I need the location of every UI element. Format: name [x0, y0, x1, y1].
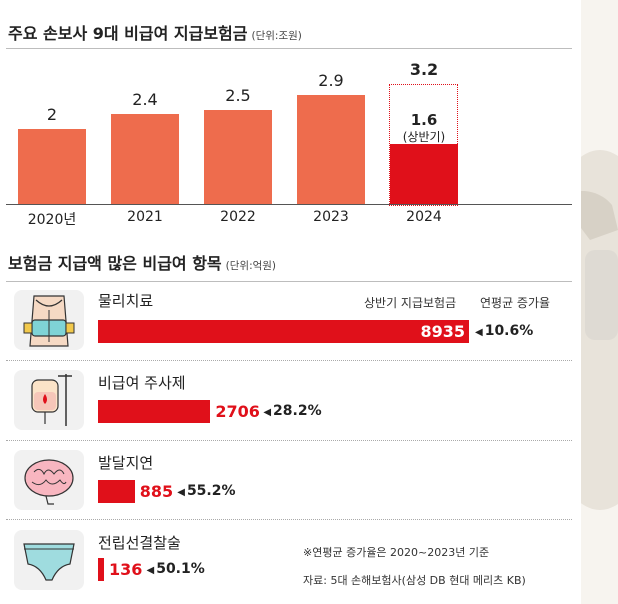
2024-partial-label: 1.6	[410, 111, 438, 129]
item-name: 비급여 주사제	[98, 374, 186, 392]
item-name: 전립선결찰술	[98, 534, 181, 552]
item-growth: ◀ 10.6%	[475, 320, 533, 344]
triangle-left-icon: ◀	[146, 565, 155, 576]
brain-icon	[14, 450, 84, 510]
chart2-title: 보험금 지급액 많은 비급여 항목 (단위:억원)	[8, 254, 277, 273]
item-growth: ◀ 50.1%	[147, 558, 205, 582]
row-divider	[6, 519, 572, 520]
bar-value-label: 2.5	[225, 86, 251, 106]
chart2-unit: (단위:억원)	[225, 260, 277, 272]
column-header-growth: 연평균 증가율	[480, 296, 551, 310]
triangle-left-icon: ◀	[475, 327, 483, 338]
iv-drip-icon	[14, 370, 84, 430]
item-growth: ◀ 55.2%	[177, 480, 235, 504]
bar-value-label: 2	[46, 105, 58, 124]
x-tick-label: 2024	[406, 209, 442, 225]
item-value-label: 2706	[215, 402, 260, 421]
row-divider	[6, 360, 572, 361]
item-growth: ◀ 28.2%	[263, 400, 321, 424]
item-bar	[98, 400, 211, 423]
item-value-label: 885	[139, 482, 174, 501]
item-name: 물리치료	[98, 292, 154, 310]
2024-total-label: 3.2	[409, 60, 439, 79]
item-value-label: 8935	[420, 322, 465, 341]
underwear-icon	[14, 530, 84, 590]
bar-2021	[111, 114, 179, 204]
x-tick-label: 2020년	[27, 212, 77, 228]
source-note: 자료: 5대 손해보험사(삼성 DB 현대 메리츠 KB)	[303, 574, 526, 587]
back-brace-icon	[14, 290, 84, 350]
infographic-panel: 주요 손보사 9대 비급여 지급보험금 (단위:조원) 2020년 2 2021 2.4…	[0, 0, 581, 604]
bar-2020	[18, 129, 86, 204]
item-bar	[98, 480, 135, 503]
item-bar	[98, 558, 104, 581]
2024-partial-note: (상반기)	[402, 130, 446, 144]
row-divider	[6, 440, 572, 441]
chart1-title-divider	[6, 48, 572, 49]
triangle-left-icon: ◀	[177, 487, 185, 498]
bar-2022	[204, 110, 272, 204]
growth-basis-note: ※연평균 증가율은 2020~2023년 기준	[303, 546, 490, 559]
item-value-label: 136	[109, 560, 143, 579]
column-header-amount: 상반기 지급보험금	[364, 296, 457, 310]
item-growth-value: 55.2%	[186, 483, 236, 499]
item-growth-value: 28.2%	[273, 403, 322, 419]
x-tick-label: 2021	[127, 209, 163, 225]
bar-2024	[390, 144, 458, 204]
bar-value-label: 2.9	[318, 71, 344, 91]
chart1-unit: (단위:조원)	[251, 30, 302, 42]
bar-value-label: 2.4	[132, 90, 158, 109]
item-growth-value: 50.1%	[156, 561, 205, 577]
chart2-title-divider	[6, 281, 572, 282]
chart1-baseline	[6, 204, 572, 205]
x-tick-label: 2022	[220, 209, 256, 225]
bar-2023	[297, 95, 365, 204]
item-name: 발달지연	[98, 454, 154, 472]
chart1-title: 주요 손보사 9대 비급여 지급보험금 (단위:조원)	[8, 24, 302, 43]
triangle-left-icon: ◀	[263, 407, 272, 418]
item-bar	[98, 320, 469, 343]
item-growth-value: 10.6%	[484, 323, 534, 339]
x-tick-label: 2023	[313, 209, 349, 225]
